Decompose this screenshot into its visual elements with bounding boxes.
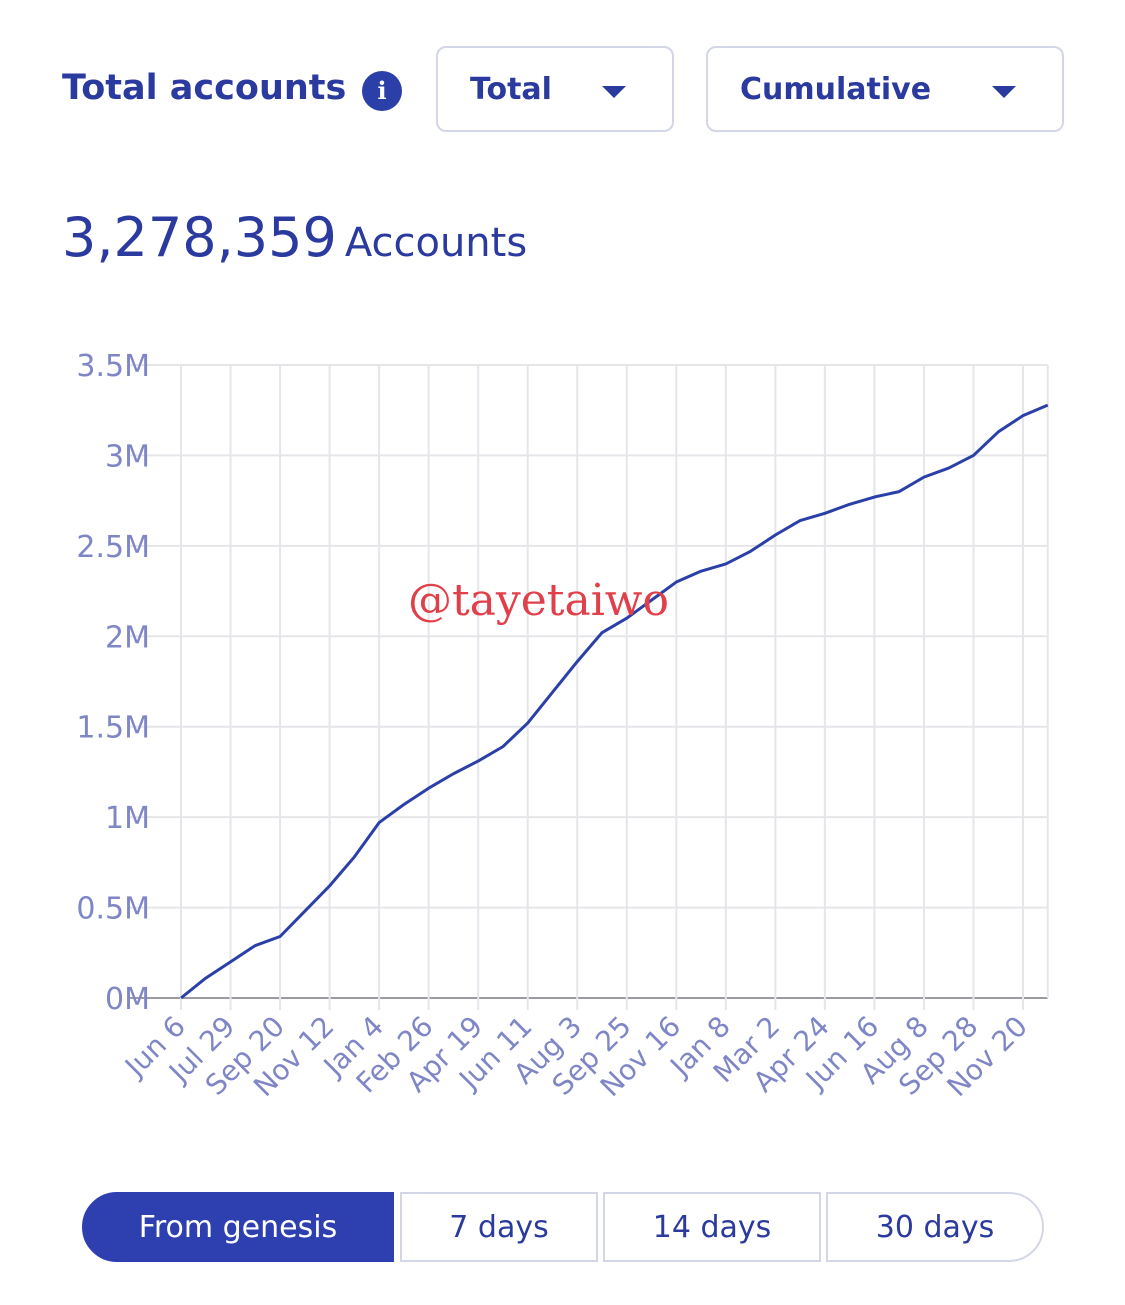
range-button[interactable]: 14 days [603, 1192, 821, 1262]
dropdown[interactable]: Cumulative [706, 46, 1064, 132]
range-button[interactable]: 30 days [826, 1192, 1044, 1262]
line [180, 403, 1049, 1000]
y-tick-label: 0M [105, 982, 150, 1017]
y-tick-label: 0.5M [76, 892, 150, 927]
y-tick-label: 3M [105, 439, 150, 474]
y-tick-label: 3.5M [76, 349, 150, 384]
summary-value: 3,278,359 [62, 206, 337, 269]
summary-unit: Accounts [344, 220, 528, 266]
range-button[interactable]: From genesis [82, 1192, 394, 1262]
y-tick-label: 2.5M [76, 530, 150, 565]
y-tick-label: 1.5M [76, 711, 150, 746]
dropdown-label: Total [470, 71, 552, 107]
range-button[interactable]: 7 days [400, 1192, 598, 1262]
dropdown[interactable]: Total [436, 46, 674, 132]
summary: 3,278,359 Accounts [62, 206, 527, 269]
info-icon[interactable]: i [362, 71, 402, 111]
dropdown-label: Cumulative [740, 71, 932, 107]
watermark: @tayetaiwo [408, 575, 669, 626]
y-tick-label: 1M [105, 801, 150, 836]
dropdown-arrow [602, 86, 626, 98]
dropdown-arrow [992, 86, 1016, 98]
y-tick-label: 2M [105, 620, 150, 655]
title: Total accounts [62, 68, 347, 108]
